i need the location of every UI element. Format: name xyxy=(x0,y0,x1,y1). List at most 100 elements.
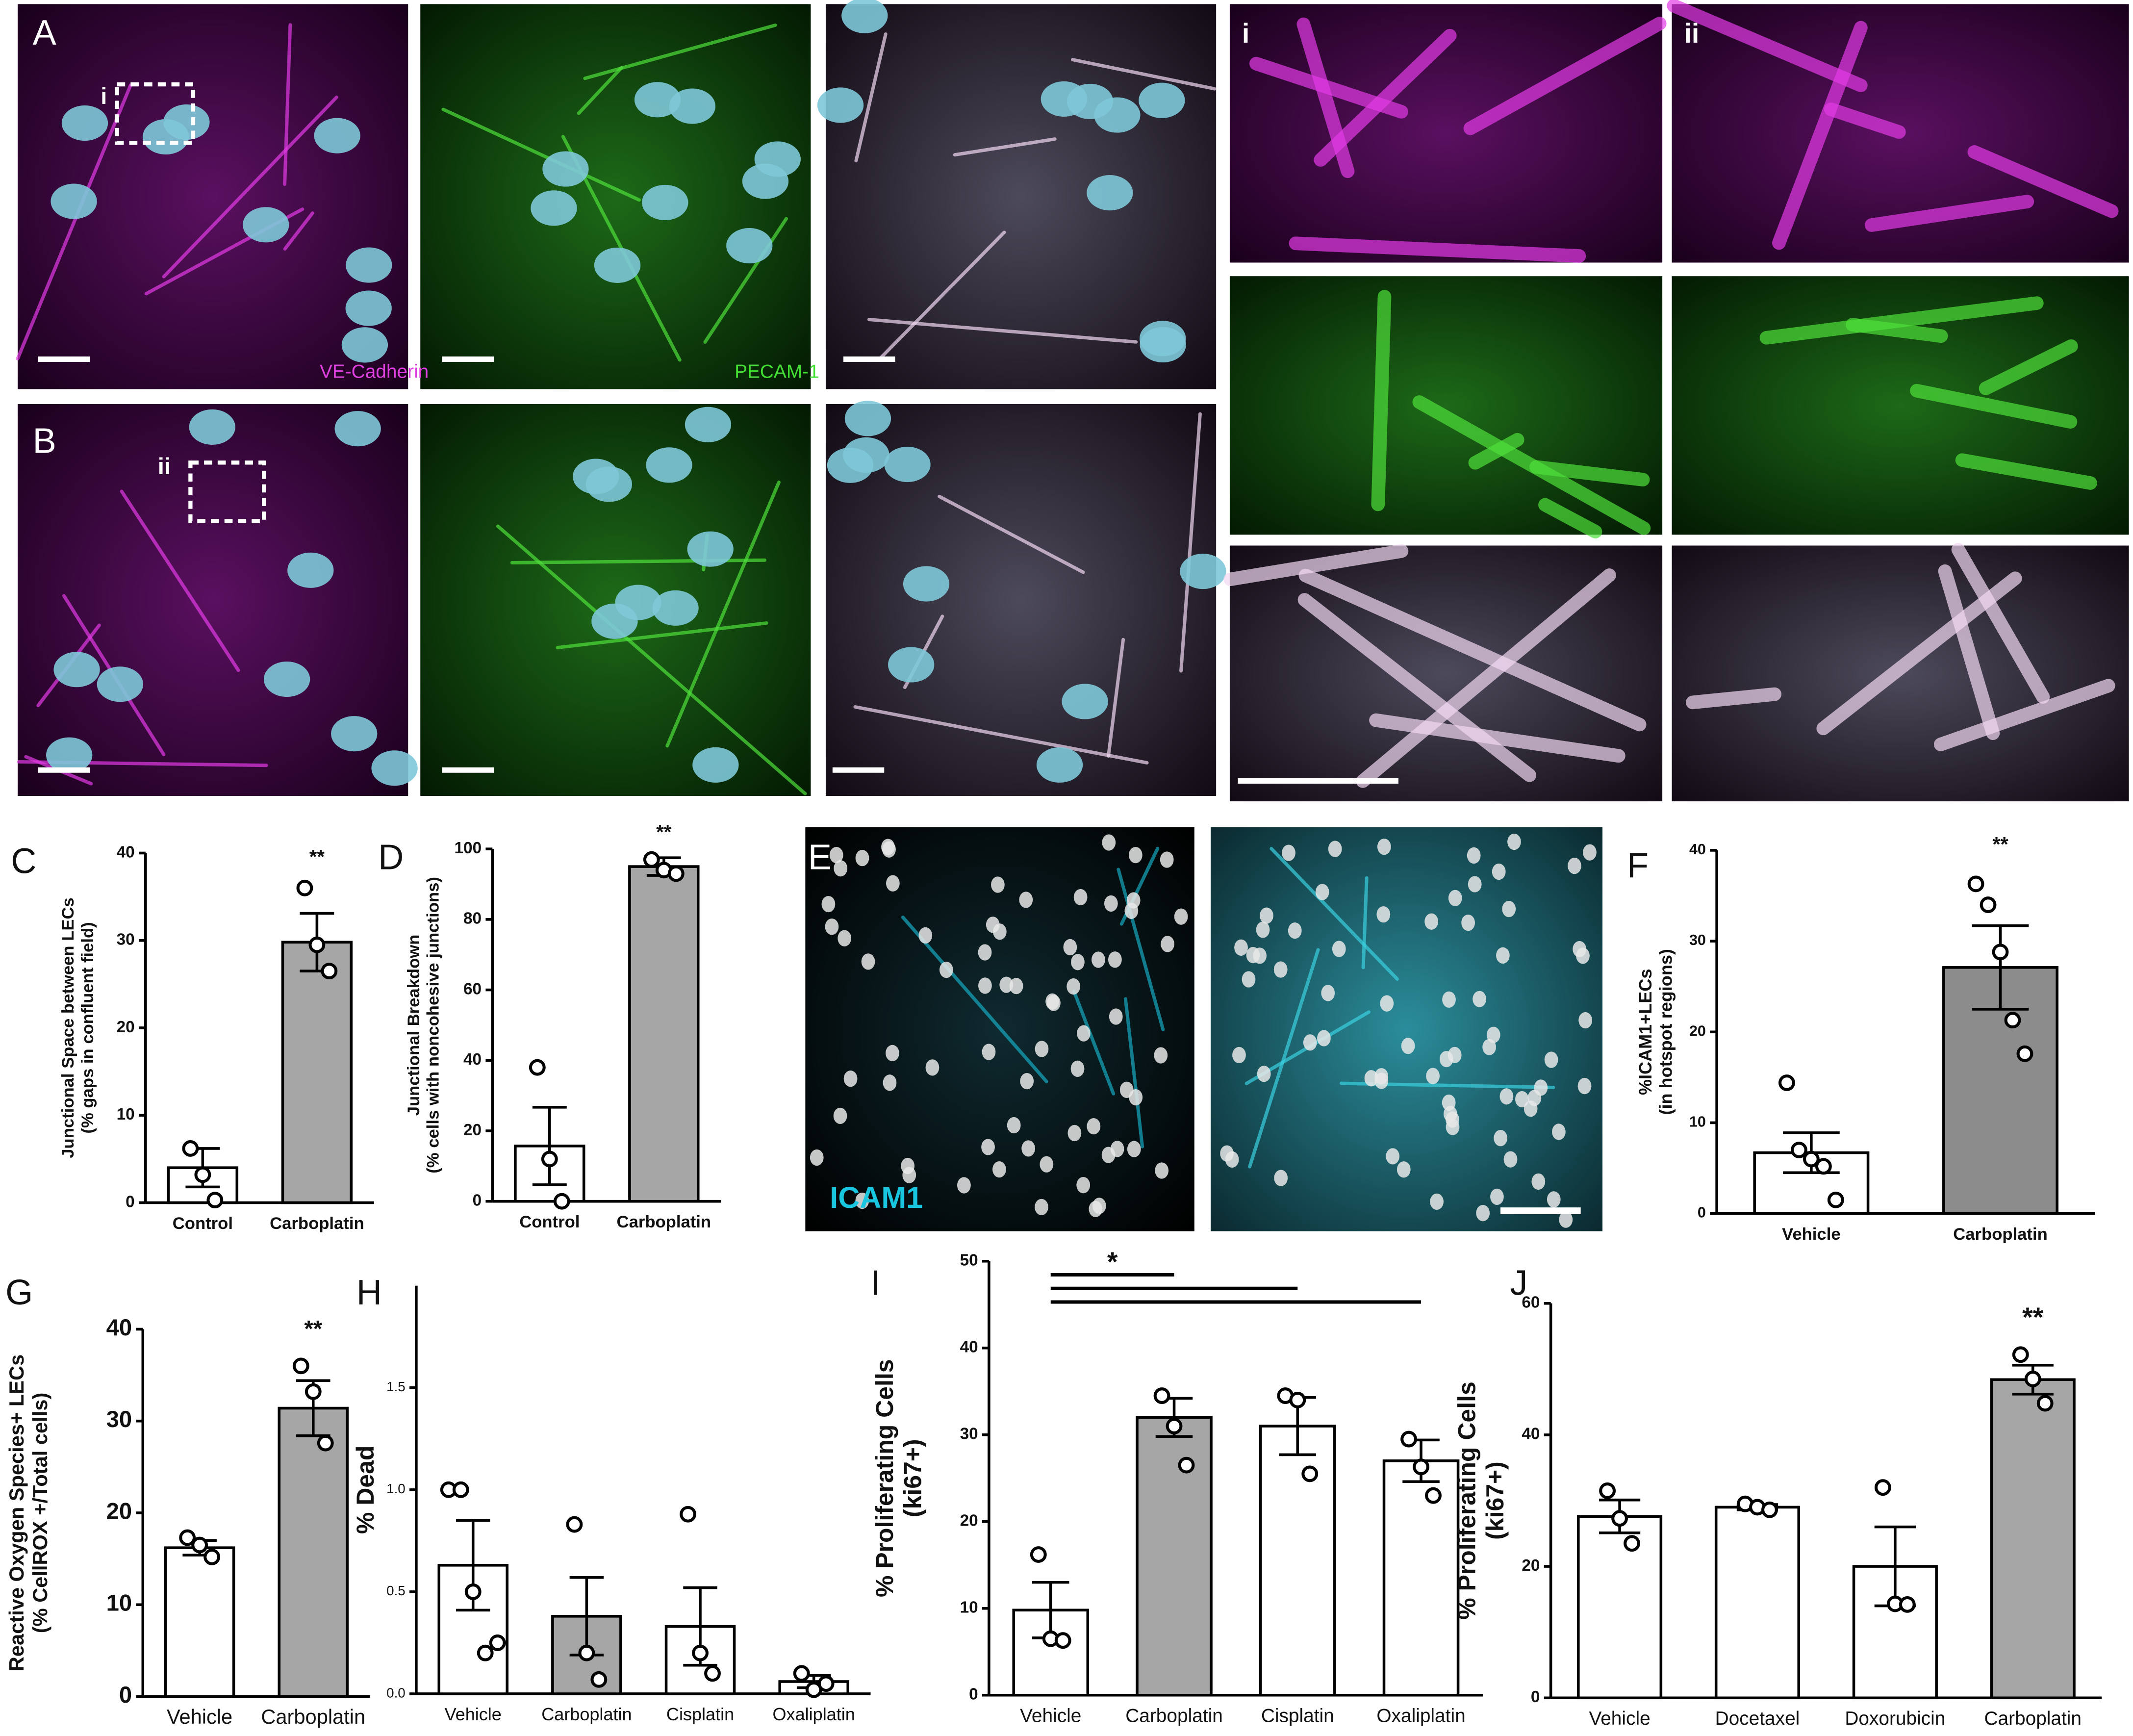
y-tick-label: 0 xyxy=(119,1682,132,1708)
data-point xyxy=(1803,1150,1820,1168)
y-tick-label: 1.5 xyxy=(386,1379,406,1394)
nucleus xyxy=(1559,1211,1573,1228)
y-tick-label: 40 xyxy=(960,1338,978,1356)
x-tick-label: Vehicle xyxy=(445,1704,502,1724)
x-tick-label: Oxaliplatin xyxy=(1376,1705,1465,1726)
x-tick-label: Vehicle xyxy=(1589,1708,1650,1729)
data-point xyxy=(182,1140,199,1157)
nucleus xyxy=(982,1044,996,1060)
nucleus xyxy=(881,839,895,855)
nucleus xyxy=(957,1177,971,1194)
significance: ** xyxy=(309,845,325,868)
cell-junction xyxy=(162,95,338,279)
data-point xyxy=(1301,1465,1319,1482)
nucleus xyxy=(1490,1188,1504,1205)
nucleus xyxy=(841,0,888,33)
bar xyxy=(1942,966,2058,1215)
bar xyxy=(1577,1515,1663,1700)
nucleus xyxy=(1496,947,1510,964)
nucleus xyxy=(886,1045,899,1062)
nucleus xyxy=(646,447,692,483)
nucleus xyxy=(726,228,773,264)
nucleus xyxy=(1288,922,1302,939)
nucleus xyxy=(829,846,843,864)
y-tick-label: 0 xyxy=(969,1685,978,1704)
y-axis-label: % Proliferating Cells xyxy=(871,1359,898,1597)
cell-junction xyxy=(1296,17,1355,179)
cell-junction xyxy=(665,480,781,748)
data-point xyxy=(1815,1158,1832,1175)
panel-letter: C xyxy=(11,842,36,881)
nucleus xyxy=(346,247,392,283)
x-tick-label: Cisplatin xyxy=(1261,1705,1334,1726)
y-axis-label: (% cells with noncohesive junctions) xyxy=(424,877,443,1174)
cell-junction xyxy=(1298,568,1647,732)
data-point xyxy=(1827,1191,1844,1208)
nucleus xyxy=(692,747,739,783)
nucleus xyxy=(652,590,699,626)
nucleus xyxy=(669,88,716,124)
x-tick-label: Vehicle xyxy=(1782,1225,1840,1244)
nucleus xyxy=(1092,951,1105,968)
data-point xyxy=(179,1529,196,1546)
data-point xyxy=(529,1059,546,1076)
nucleus xyxy=(838,930,852,946)
data-point xyxy=(206,1192,224,1209)
nucleus xyxy=(1547,1191,1561,1208)
nucleus xyxy=(1155,1162,1169,1179)
cell-junction xyxy=(1223,544,1409,587)
icam-label: ICAM1 xyxy=(830,1181,923,1214)
cell-junction xyxy=(1117,868,1165,1031)
cell-junction xyxy=(1824,102,1906,139)
data-point xyxy=(1153,1387,1170,1404)
cell-junction xyxy=(496,524,807,795)
cell-junction xyxy=(1685,687,1782,710)
nucleus xyxy=(1007,1117,1021,1134)
nucleus xyxy=(1374,1068,1389,1085)
data-point xyxy=(1054,1632,1071,1649)
nucleus xyxy=(1070,1060,1085,1077)
cell-junction xyxy=(703,217,788,344)
y-axis-label: (% gaps in confluent field) xyxy=(78,922,97,1133)
y-tick-label: 40 xyxy=(463,1050,482,1069)
data-point xyxy=(793,1665,810,1682)
nucleus xyxy=(1492,863,1506,880)
cell-junction xyxy=(1759,296,2044,345)
nucleus xyxy=(687,531,734,567)
cell-junction xyxy=(1361,876,1369,970)
inset-box xyxy=(188,460,266,523)
data-point xyxy=(1874,1479,1891,1496)
data-point xyxy=(1425,1487,1442,1504)
nucleus xyxy=(810,1149,824,1166)
nucleus xyxy=(888,647,935,683)
nucleus xyxy=(1502,900,1516,918)
error-bar xyxy=(532,1106,567,1186)
nucleus xyxy=(634,82,681,118)
y-axis-label: Junctional Space between LECs xyxy=(59,897,77,1158)
y-tick-label: 30 xyxy=(106,1406,132,1432)
nucleus xyxy=(861,953,875,970)
bar xyxy=(281,941,353,1204)
cell-junction xyxy=(1369,713,1625,763)
micrographs xyxy=(16,0,2129,1231)
data-point xyxy=(553,1193,570,1210)
nucleus xyxy=(1447,1047,1462,1063)
cell-junction xyxy=(1106,638,1125,758)
data-point xyxy=(1400,1430,1417,1448)
cell-junction xyxy=(1816,571,2022,736)
nucleus xyxy=(817,87,864,123)
data-point xyxy=(1899,1596,1916,1613)
nucleus xyxy=(1401,1038,1415,1054)
nucleus xyxy=(531,190,577,226)
y-tick-label: 0.0 xyxy=(386,1685,406,1700)
panel-letter: J xyxy=(1510,1264,1527,1303)
cell-junction xyxy=(938,494,1085,574)
cell-junction xyxy=(878,230,1006,361)
nucleus xyxy=(345,290,392,326)
x-tick-label: Control xyxy=(173,1214,233,1233)
data-point xyxy=(489,1634,506,1651)
nucleus xyxy=(981,1139,995,1155)
cell-junction xyxy=(283,23,292,186)
nucleus xyxy=(1128,846,1143,864)
nucleus xyxy=(1494,1130,1508,1147)
